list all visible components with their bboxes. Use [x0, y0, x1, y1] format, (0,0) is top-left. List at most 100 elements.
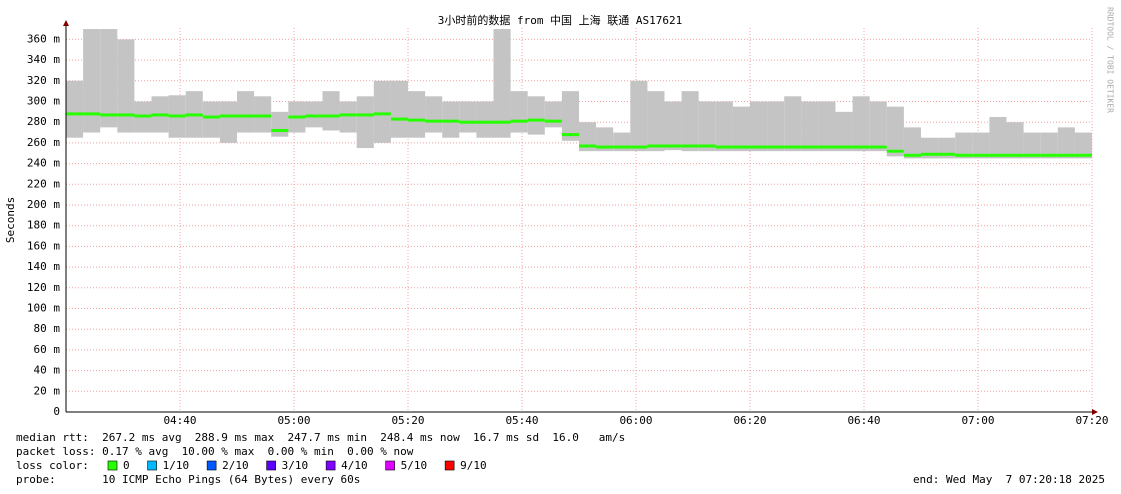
- median: [715, 145, 733, 149]
- packet-loss: packet loss: 0.17 % avg 10.00 % max 0.00…: [16, 445, 414, 458]
- median: [271, 128, 289, 132]
- smoke: [715, 101, 733, 152]
- smoke: [801, 101, 819, 152]
- smoke: [972, 132, 990, 159]
- smoke: [852, 96, 870, 152]
- y-tick-label: 40 m: [34, 364, 61, 377]
- median: [1023, 153, 1041, 157]
- smoke: [339, 101, 357, 133]
- smoke: [527, 96, 545, 135]
- median: [493, 120, 511, 124]
- median: [989, 153, 1007, 157]
- median: [596, 145, 614, 149]
- median: [767, 145, 785, 149]
- legend-label: 4/10: [341, 459, 368, 472]
- x-tick-label: 06:40: [847, 414, 880, 427]
- loss-color-label: loss color:: [16, 459, 89, 472]
- median: [425, 119, 443, 123]
- median: [938, 152, 956, 156]
- median: [1040, 153, 1058, 157]
- median: [510, 119, 528, 123]
- smoke: [442, 101, 460, 138]
- smoke: [1006, 122, 1024, 159]
- smoke: [886, 106, 904, 157]
- y-tick-label: 320 m: [27, 74, 60, 87]
- x-tick-label: 06:20: [733, 414, 766, 427]
- median: [886, 149, 904, 153]
- y-tick-label: 100 m: [27, 301, 60, 314]
- smoke: [596, 127, 614, 152]
- smoke: [356, 96, 374, 149]
- median: [527, 118, 545, 122]
- y-tick-label: 260 m: [27, 136, 60, 149]
- smoke: [732, 106, 750, 152]
- median: [903, 153, 921, 157]
- x-tick-label: 07:00: [961, 414, 994, 427]
- y-tick-label: 60 m: [34, 343, 61, 356]
- median: [356, 113, 374, 117]
- smoke: [989, 117, 1007, 159]
- median: [83, 112, 101, 116]
- smoke: [903, 127, 921, 159]
- smoke: [117, 39, 135, 133]
- legend-label: 0: [123, 459, 130, 472]
- y-tick-label: 120 m: [27, 281, 60, 294]
- median: [476, 120, 494, 124]
- legend-label: 9/10: [460, 459, 487, 472]
- median: [1057, 153, 1075, 157]
- median: [168, 114, 186, 118]
- smoke: [767, 101, 785, 152]
- smoke: [493, 29, 511, 138]
- legend-swatch: [266, 460, 276, 471]
- legend-swatch: [385, 460, 395, 471]
- y-arrow: [63, 20, 69, 26]
- smoke: [237, 91, 255, 133]
- median: [1074, 153, 1092, 157]
- smoke: [83, 29, 101, 133]
- median: [664, 144, 682, 148]
- x-tick-label: 07:20: [1075, 414, 1108, 427]
- median: [955, 153, 973, 157]
- y-tick-label: 20 m: [34, 384, 61, 397]
- legend-label: 3/10: [282, 459, 309, 472]
- smoke: [681, 91, 699, 152]
- smoke: [561, 91, 579, 141]
- median: [818, 145, 836, 149]
- median: [647, 144, 665, 148]
- y-tick-label: 220 m: [27, 177, 60, 190]
- x-arrow: [1092, 409, 1098, 415]
- median: [134, 114, 152, 118]
- median: [732, 145, 750, 149]
- x-tick-label: 05:40: [505, 414, 538, 427]
- smoke: [100, 29, 118, 128]
- median: [1006, 153, 1024, 157]
- smoke: [1074, 132, 1092, 159]
- smoke: [1040, 132, 1058, 159]
- median: [630, 145, 648, 149]
- median: [835, 145, 853, 149]
- y-tick-label: 340 m: [27, 53, 60, 66]
- median: [561, 133, 579, 137]
- median: [322, 114, 340, 118]
- median: [219, 114, 237, 118]
- smoke: [835, 111, 853, 152]
- end-time: end: Wed May 7 07:20:18 2025: [913, 473, 1105, 486]
- smoke: [647, 91, 665, 152]
- x-tick-label: 05:20: [391, 414, 424, 427]
- smoke: [818, 101, 836, 152]
- smoke: [1057, 127, 1075, 159]
- median: [202, 115, 220, 119]
- smoke: [305, 101, 323, 128]
- y-tick-label: 280 m: [27, 115, 60, 128]
- median: [579, 144, 597, 148]
- median: [185, 113, 203, 117]
- smoke: [579, 122, 597, 152]
- y-tick-label: 140 m: [27, 260, 60, 273]
- smoke: [630, 80, 648, 152]
- smoke: [459, 101, 477, 133]
- smoke: [408, 91, 426, 138]
- y-tick-label: 80 m: [34, 322, 61, 335]
- median: [408, 118, 426, 122]
- smoke: [254, 96, 272, 133]
- legend-swatch: [147, 460, 157, 471]
